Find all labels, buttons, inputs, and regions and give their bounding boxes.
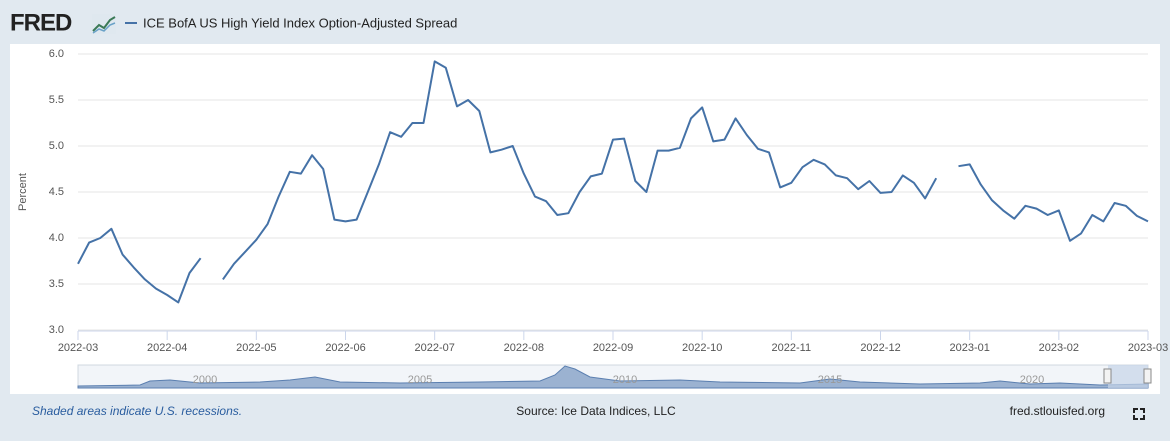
x-tick-label: 2022-03 bbox=[58, 342, 98, 354]
navigator-label: 2015 bbox=[818, 374, 842, 386]
x-tick-label: 2023-03 bbox=[1128, 342, 1168, 354]
x-tick-label: 2022-06 bbox=[325, 342, 365, 354]
y-tick-label: 3.0 bbox=[49, 324, 64, 336]
logo: FRED bbox=[10, 9, 72, 36]
y-tick-label: 5.0 bbox=[49, 140, 64, 152]
site-link[interactable]: fred.stlouisfed.org bbox=[1010, 404, 1105, 418]
y-tick-label: 3.5 bbox=[49, 278, 64, 290]
y-tick-label: 6.0 bbox=[49, 48, 64, 60]
x-tick-label: 2023-02 bbox=[1039, 342, 1079, 354]
navigator-label: 2000 bbox=[193, 374, 217, 386]
y-tick-label: 4.0 bbox=[49, 232, 64, 244]
x-tick-label: 2022-05 bbox=[236, 342, 276, 354]
x-tick-label: 2022-12 bbox=[860, 342, 900, 354]
navigator-label: 2020 bbox=[1020, 374, 1044, 386]
fullscreen-icon[interactable] bbox=[1133, 408, 1145, 420]
x-tick-label: 2022-07 bbox=[414, 342, 454, 354]
series-line bbox=[77, 60, 1149, 304]
plot-panel bbox=[10, 44, 1160, 394]
x-tick-label: 2022-10 bbox=[682, 342, 722, 354]
logo-icon bbox=[92, 14, 116, 34]
navigator-label: 2005 bbox=[408, 374, 432, 386]
x-tick-label: 2022-09 bbox=[593, 342, 633, 354]
source: Source: Ice Data Indices, LLC bbox=[516, 404, 676, 418]
navigator bbox=[77, 364, 1152, 389]
x-tick-label: 2022-04 bbox=[147, 342, 187, 354]
y-tick-label: 5.5 bbox=[49, 94, 64, 106]
x-tick-label: 2022-08 bbox=[504, 342, 544, 354]
y-tick-label: 4.5 bbox=[49, 186, 64, 198]
navigator-label: 2010 bbox=[613, 374, 637, 386]
x-tick-label: 2023-01 bbox=[949, 342, 989, 354]
y-axis-label: Percent bbox=[17, 173, 29, 211]
legend-label[interactable]: ICE BofA US High Yield Index Option-Adju… bbox=[143, 15, 457, 30]
x-tick-label: 2022-11 bbox=[772, 342, 812, 354]
recession-note: Shaded areas indicate U.S. recessions. bbox=[32, 404, 242, 418]
